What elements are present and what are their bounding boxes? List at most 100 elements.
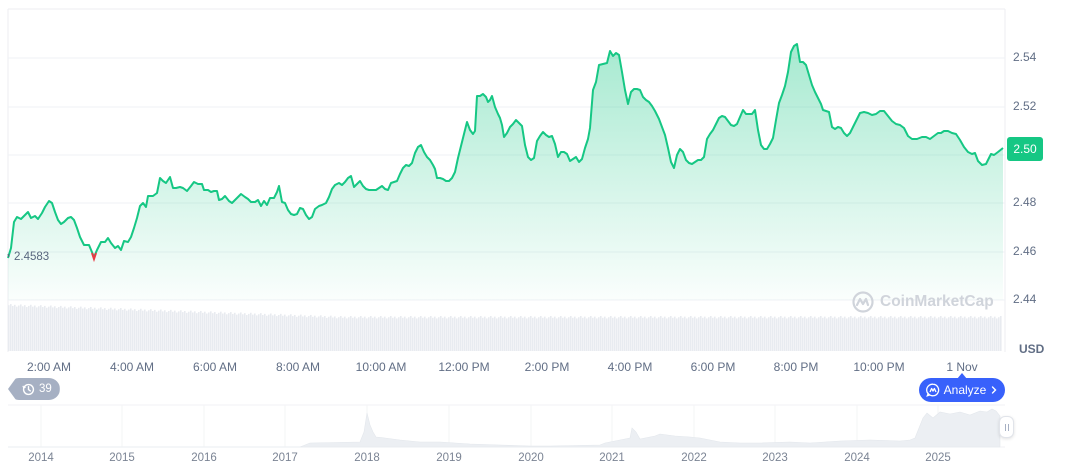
volume-bar <box>698 317 700 351</box>
volume-bar <box>114 308 116 351</box>
navigator-year-label: 2021 <box>599 452 625 464</box>
analyze-button[interactable]: Analyze <box>919 378 1005 402</box>
volume-bar <box>738 317 740 351</box>
volume-bar <box>266 315 268 351</box>
volume-bar <box>808 317 810 351</box>
volume-bar <box>624 316 626 351</box>
volume-bar <box>848 317 850 351</box>
volume-bar <box>172 311 174 351</box>
volume-bar <box>814 316 816 351</box>
volume-bar <box>464 316 466 351</box>
volume-bar <box>356 318 358 351</box>
volume-bar <box>222 313 224 351</box>
volume-bar <box>868 317 870 351</box>
volume-bar <box>512 317 514 351</box>
volume-bar <box>162 311 164 351</box>
volume-bar <box>542 317 544 351</box>
volume-bar <box>494 316 496 351</box>
volume-bar <box>352 317 354 351</box>
volume-bar <box>186 312 188 351</box>
start-price-label: 2.4583 <box>14 251 50 263</box>
volume-bar <box>742 317 744 351</box>
volume-bar <box>154 309 156 351</box>
volume-bar <box>132 310 134 351</box>
volume-bar <box>744 316 746 351</box>
volume-bar <box>670 316 672 351</box>
volume-bar <box>270 313 272 351</box>
volume-bar <box>570 316 572 351</box>
volume-bar <box>504 316 506 351</box>
volume-bar <box>598 317 600 351</box>
volume-bar <box>394 316 396 351</box>
y-tick-label: 2.52 <box>1013 99 1037 113</box>
volume-bar <box>646 318 648 351</box>
volume-bar <box>50 305 52 351</box>
volume-bar <box>388 317 390 351</box>
volume-bar <box>298 315 300 351</box>
volume-bar <box>826 318 828 351</box>
volume-bar <box>20 304 22 351</box>
volume-bar <box>410 316 412 351</box>
volume-bar <box>458 317 460 351</box>
volume-bar <box>16 306 18 351</box>
volume-bar <box>680 316 682 351</box>
volume-bar <box>676 318 678 351</box>
volume-bar <box>944 316 946 351</box>
volume-bar <box>334 316 336 351</box>
volume-bar <box>286 316 288 351</box>
volume-bar <box>384 316 386 351</box>
volume-bar <box>662 317 664 351</box>
volume-bar <box>678 317 680 351</box>
volume-bar <box>230 312 232 351</box>
volume-bar <box>966 318 968 351</box>
volume-bar <box>600 316 602 351</box>
volume-bar <box>810 316 812 351</box>
navigator-range-handle[interactable] <box>999 416 1014 438</box>
volume-bar <box>972 317 974 351</box>
volume-bar <box>756 318 758 351</box>
volume-bar <box>582 317 584 351</box>
volume-bar <box>654 316 656 351</box>
volume-bar <box>946 318 948 351</box>
volume-bar <box>220 311 222 351</box>
volume-bar <box>708 317 710 351</box>
volume-bar <box>104 308 106 351</box>
volume-bar <box>734 316 736 351</box>
volume-bar <box>390 316 392 351</box>
volume-bar <box>718 317 720 351</box>
volume-bar <box>228 313 230 351</box>
volume-bar <box>434 316 436 351</box>
volume-bar <box>894 316 896 351</box>
volume-bar <box>908 317 910 351</box>
volume-bar <box>692 317 694 351</box>
volume-bar <box>184 310 186 351</box>
volume-bar <box>100 307 102 351</box>
volume-bar <box>196 313 198 351</box>
volume-bar <box>112 309 114 351</box>
history-events-badge[interactable]: 39 <box>8 378 60 400</box>
volume-bar <box>448 317 450 351</box>
volume-bar <box>710 316 712 351</box>
volume-bar <box>54 306 56 351</box>
volume-bar <box>244 313 246 351</box>
volume-bar <box>116 310 118 351</box>
navigator-year-label: 2019 <box>436 452 462 464</box>
volume-bar <box>876 318 878 351</box>
volume-bar <box>906 318 908 351</box>
volume-bar <box>10 304 12 351</box>
navigator-year-label: 2025 <box>925 452 951 464</box>
volume-bar <box>886 318 888 351</box>
volume-bar <box>630 316 632 351</box>
volume-bar <box>14 304 16 351</box>
volume-bar <box>628 317 630 351</box>
volume-bar <box>700 316 702 351</box>
volume-bar <box>938 317 940 351</box>
volume-bar <box>622 317 624 351</box>
x-tick-label: 2:00 PM <box>524 360 570 374</box>
volume-bar <box>502 317 504 351</box>
volume-bar <box>534 316 536 351</box>
navigator-year-label: 2014 <box>28 452 54 464</box>
volume-bar <box>950 316 952 351</box>
